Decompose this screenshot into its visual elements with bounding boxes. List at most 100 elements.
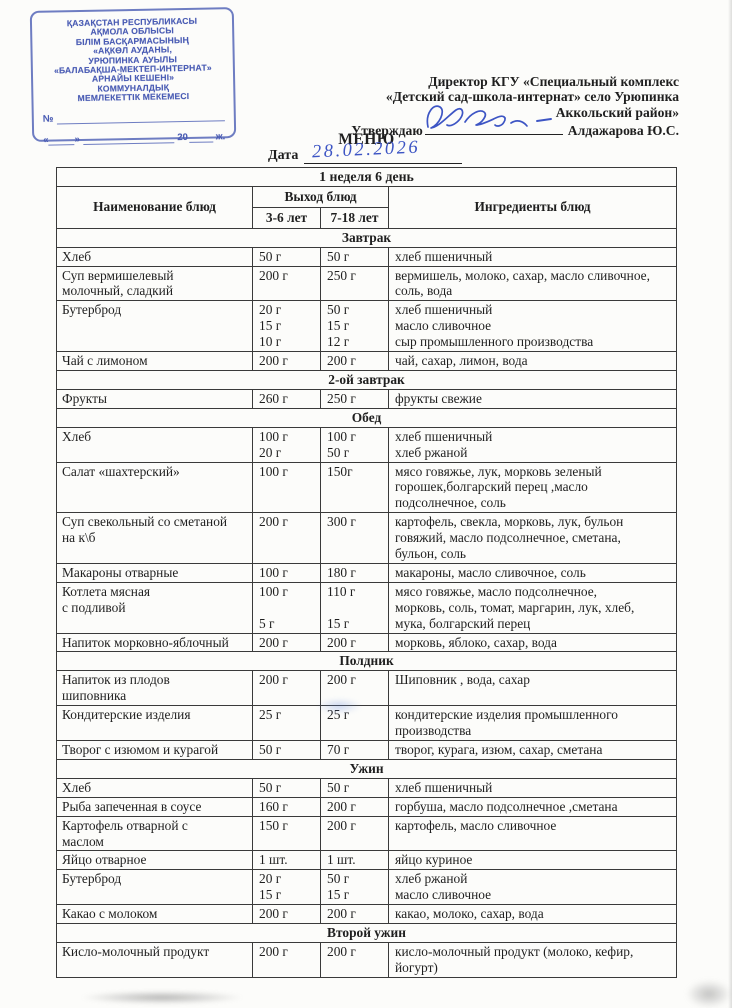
- header-output: Выход блюд: [252, 185, 389, 208]
- portion-7-18-cell: 100 г 50 г: [320, 426, 389, 463]
- dish-name-cell: Рыба запеченная в соусе: [56, 796, 253, 817]
- header-age-3-6: 3-6 лет: [252, 206, 321, 229]
- date-label: Дата: [268, 148, 299, 163]
- portion-7-18-cell: 150г: [320, 461, 389, 514]
- meal-section-row: Полдник: [55, 651, 678, 672]
- dish-name-cell: Хлеб: [56, 777, 253, 798]
- ingredients-cell: Шиповник , вода, сахар: [387, 670, 678, 707]
- approval-line-3: Аккольский район»: [555, 104, 679, 120]
- menu-item-row: Кисло-молочный продукт 200 г 200 г кисло-мо…: [56, 941, 678, 978]
- portion-3-6-cell: 200 г: [252, 632, 321, 653]
- ingredients-cell: картофель, свекла, морковь, лук, бульон г…: [387, 512, 678, 564]
- approval-line-2: «Детский сад-школа-интернат» село Урюпин…: [385, 89, 679, 105]
- ingredients-cell: морковь, яблоко, сахар, вода: [387, 632, 678, 653]
- header-dish-name: Наименование блюд: [56, 185, 253, 229]
- table-header-row: Наименование блюд Выход блюд Ингредиенты…: [56, 185, 678, 229]
- portion-3-6-cell: 200 г: [252, 265, 321, 302]
- meal-section-row: Ужин: [55, 758, 678, 779]
- portion-7-18-cell: 200 г: [320, 632, 389, 653]
- dish-name-cell: Напиток морковно-яблочный: [56, 632, 253, 653]
- ingredients-cell: хлеб пшеничный хлеб ржаной: [387, 426, 678, 463]
- week-day-label: 1 неделя 6 день: [55, 167, 678, 187]
- menu-item-row: Чай с лимоном 200 г 200 г чай, сахар, лимон…: [56, 351, 678, 371]
- portion-7-18-cell: 200 г: [320, 796, 389, 817]
- dish-name-cell: Бутерброд: [56, 300, 253, 353]
- signature-handwriting: [426, 105, 552, 130]
- date-row: Дата 28.02.2026: [57, 138, 676, 164]
- portion-7-18-cell: 50 г: [320, 246, 389, 267]
- dish-name-cell: Фрукты: [56, 388, 253, 409]
- approval-signature-row: Утверждаю Алдажарова Ю.С.: [351, 105, 679, 139]
- portion-7-18-cell: 25 г: [320, 705, 389, 741]
- menu-item-row: Кондитерские изделия 25 г 25 г кондитерские…: [56, 705, 678, 741]
- portion-3-6-cell: 50 г: [252, 777, 321, 798]
- ingredients-cell: макароны, масло сливочное, соль: [387, 562, 678, 583]
- portion-7-18-cell: 200 г: [320, 904, 389, 925]
- official-stamp: ҚАЗАҚСТАН РЕСПУБЛИКАСЫ АҚМОЛА ОБЛЫСЫ БІЛІМ…: [29, 7, 237, 145]
- meal-section-row: Завтрак: [55, 227, 678, 248]
- ingredients-cell: хлеб пшеничный масло сливочное сыр промышл…: [387, 300, 678, 353]
- ingredients-cell: вермишель, молоко, сахар, масло сливочно…: [387, 265, 678, 302]
- portion-3-6-cell: 100 г: [252, 562, 321, 583]
- portion-7-18-cell: 110 г 15 г: [320, 581, 389, 634]
- meal-section-label: Полдник: [55, 651, 678, 672]
- portion-3-6-cell: 200 г: [252, 670, 321, 707]
- meal-section-label: Обед: [55, 407, 678, 428]
- dish-name-cell: Суп свекольный со сметаной на к\б: [56, 512, 253, 564]
- portion-3-6-cell: 200 г: [252, 941, 321, 978]
- header-ingredients: Ингредиенты блюд: [387, 185, 678, 229]
- header-age-7-18: 7-18 лет: [320, 206, 389, 229]
- portion-7-18-cell: 200 г: [320, 351, 389, 371]
- ingredients-cell: хлеб пшеничный: [387, 777, 678, 798]
- ingredients-cell: яйцо куриное: [387, 850, 678, 871]
- menu-table-body: Завтрак Хлеб 50 г 50 г хлеб пшеничный Суп вер…: [55, 227, 678, 978]
- portion-3-6-cell: 25 г: [252, 705, 321, 741]
- dish-name-cell: Чай с лимоном: [56, 351, 253, 371]
- menu-item-row: Хлеб 50 г 50 г хлеб пшеничный: [56, 246, 678, 267]
- menu-item-row: Картофель отварной с маслом 150 г 200 г карт…: [56, 815, 678, 852]
- dish-name-cell: Суп вермишелевый молочный, сладкий: [56, 265, 253, 302]
- week-day-row: 1 неделя 6 день: [55, 167, 678, 187]
- dish-name-cell: Кисло-молочный продукт: [56, 941, 253, 978]
- scan-artifact-bottom-left: [82, 991, 242, 1004]
- meal-section-row: Второй ужин: [55, 923, 678, 943]
- stamp-number-line: №: [43, 109, 225, 124]
- menu-item-row: Напиток морковно-яблочный 200 г 200 г морко…: [56, 632, 678, 653]
- portion-3-6-cell: 50 г: [252, 246, 321, 267]
- handwritten-date: 28.02.2026: [311, 137, 421, 163]
- menu-item-row: Фрукты 260 г 250 г фрукты свежие: [56, 388, 678, 409]
- scan-edge-right: [728, 0, 732, 1008]
- menu-item-row: Какао с молоком 200 г 200 г какао, молоко, …: [56, 904, 678, 925]
- meal-section-label: Завтрак: [55, 227, 678, 248]
- ingredients-cell: кондитерские изделия промышленного произв…: [387, 705, 678, 741]
- portion-7-18-cell: 300 г: [320, 512, 389, 564]
- menu-item-row: Рыба запеченная в соусе 160 г 200 г горбуша…: [56, 796, 678, 817]
- dish-name-cell: Хлеб: [56, 426, 253, 463]
- portion-3-6-cell: 100 г: [252, 461, 321, 514]
- document-title: МЕНЮ: [338, 131, 395, 148]
- portion-3-6-cell: 150 г: [252, 815, 321, 852]
- approver-name: Алдажарова Ю.С.: [567, 123, 679, 139]
- ingredients-cell: какао, молоко, сахар, вода: [387, 904, 678, 925]
- signature-line: [424, 105, 563, 136]
- ingredients-cell: чай, сахар, лимон, вода: [387, 351, 678, 371]
- meal-section-row: Обед: [55, 407, 678, 428]
- ingredients-cell: кисло-молочный продукт (молоко, кефир, йо…: [387, 941, 678, 978]
- portion-7-18-cell: 250 г: [320, 265, 389, 302]
- portion-3-6-cell: 20 г 15 г: [252, 869, 321, 906]
- date-underline: 28.02.2026: [304, 138, 463, 164]
- menu-item-row: Котлета мясная с подливой 100 г 5 г 110 г 1…: [56, 581, 678, 634]
- menu-item-row: Салат «шахтерский» 100 г 150г мясо говяжье,…: [56, 461, 678, 514]
- stamp-org-lines: ҚАЗАҚСТАН РЕСПУБЛИКАСЫ АҚМОЛА ОБЛЫСЫ БІЛІМ…: [39, 16, 227, 104]
- portion-3-6-cell: 200 г: [252, 512, 321, 564]
- menu-item-row: Яйцо отварное 1 шт. 1 шт. яйцо куриное: [56, 850, 678, 871]
- dish-name-cell: Бутерброд: [56, 869, 253, 906]
- ingredients-cell: фрукты свежие: [387, 388, 678, 409]
- table-subheader-row: 3-6 лет 7-18 лет: [57, 206, 677, 229]
- ingredients-cell: творог, курага, изюм, сахар, сметана: [387, 740, 678, 760]
- approve-label: Утверждаю: [351, 123, 423, 139]
- portion-7-18-cell: 200 г: [320, 815, 389, 852]
- portion-3-6-cell: 100 г 5 г: [252, 581, 321, 634]
- approval-block: Директор КГУ «Специальный комплекс «Детс…: [351, 74, 679, 139]
